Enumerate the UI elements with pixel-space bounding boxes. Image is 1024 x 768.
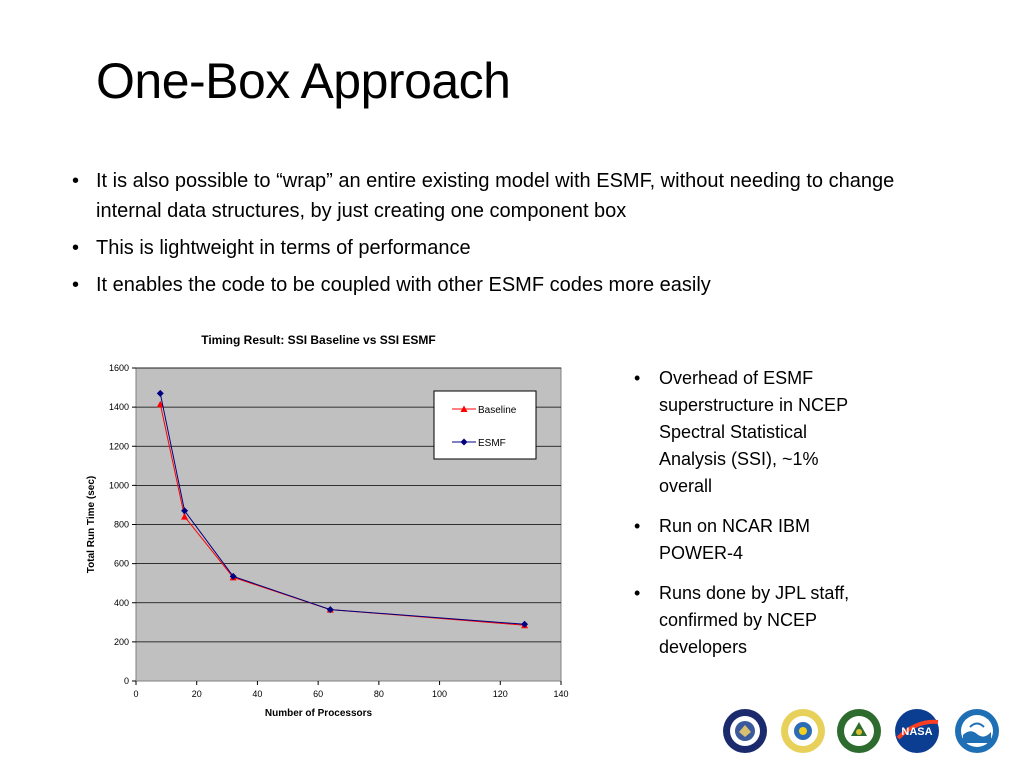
- x-tick-label: 40: [252, 689, 262, 699]
- agency-logos: NASA: [720, 708, 1020, 758]
- y-tick-label: 200: [114, 637, 129, 647]
- x-tick-label: 0: [133, 689, 138, 699]
- x-axis-label: Number of Processors: [265, 708, 373, 719]
- legend-label: ESMF: [478, 438, 506, 449]
- y-tick-label: 400: [114, 598, 129, 608]
- legend-box: [433, 390, 537, 460]
- y-tick-label: 800: [114, 520, 129, 530]
- noaa-logo-icon: [954, 708, 1000, 754]
- timing-chart: Timing Result: SSI Baseline vs SSI ESMF 0…: [80, 325, 580, 725]
- legend-marker: [460, 405, 468, 412]
- x-tick-label: 20: [192, 689, 202, 699]
- y-tick-label: 0: [124, 676, 129, 686]
- x-tick-label: 60: [313, 689, 323, 699]
- bullet-item: It enables the code to be coupled with o…: [70, 270, 950, 300]
- main-bullet-list: It is also possible to “wrap” an entire …: [70, 166, 950, 307]
- y-tick-label: 600: [114, 559, 129, 569]
- dod-seal-icon: [722, 708, 768, 754]
- nasa-logo-icon: NASA: [894, 708, 940, 754]
- bullet-item: It is also possible to “wrap” an entire …: [70, 166, 950, 226]
- y-tick-label: 1000: [109, 480, 129, 490]
- side-bullet-item: Run on NCAR IBM POWER-4: [634, 513, 864, 567]
- data-point-esmf: [156, 389, 164, 397]
- data-point-esmf: [229, 572, 237, 580]
- y-tick-label: 1200: [109, 441, 129, 451]
- legend-label: Baseline: [478, 405, 517, 416]
- x-tick-label: 100: [432, 689, 447, 699]
- data-point-esmf: [326, 606, 334, 614]
- legend-marker: [460, 438, 468, 446]
- svg-text:NASA: NASA: [901, 726, 932, 738]
- doe-seal-icon: [836, 708, 882, 754]
- nsf-seal-icon: [780, 708, 826, 754]
- y-tick-label: 1600: [109, 363, 129, 373]
- data-point-baseline: [156, 400, 164, 408]
- bullet-item: This is lightweight in terms of performa…: [70, 233, 950, 263]
- data-point-esmf: [521, 620, 529, 628]
- x-tick-label: 120: [493, 689, 508, 699]
- side-bullet-list: Overhead of ESMF superstructure in NCEP …: [634, 365, 864, 674]
- slide-title: One-Box Approach: [96, 53, 511, 109]
- chart-title: Timing Result: SSI Baseline vs SSI ESMF: [201, 333, 436, 347]
- x-tick-label: 140: [553, 689, 568, 699]
- y-axis-label: Total Run Time (sec): [86, 476, 97, 573]
- data-point-baseline: [181, 513, 189, 520]
- x-tick-label: 80: [374, 689, 384, 699]
- data-point-esmf: [181, 507, 189, 515]
- y-tick-label: 1400: [109, 402, 129, 412]
- timing-chart-svg: Timing Result: SSI Baseline vs SSI ESMF 0…: [86, 333, 569, 719]
- side-bullet-item: Runs done by JPL staff, confirmed by NCE…: [634, 580, 864, 661]
- side-bullet-item: Overhead of ESMF superstructure in NCEP …: [634, 365, 864, 500]
